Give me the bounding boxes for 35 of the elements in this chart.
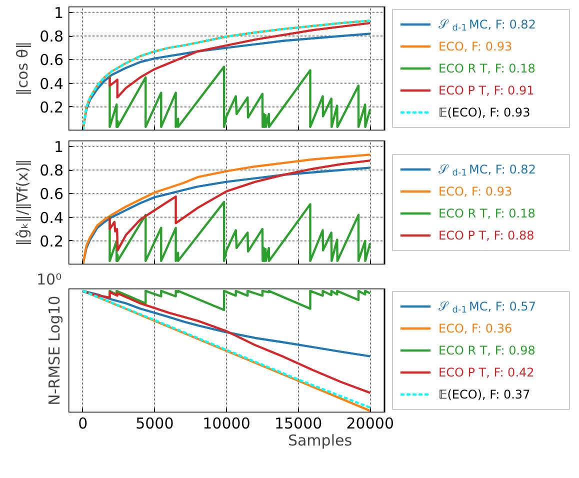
line-series [108,66,372,128]
x-tick-label: 5000 [136,414,174,432]
x-tick-label: 0 [78,414,88,432]
y-tick-label: 0.6 [40,185,64,204]
line-series [108,159,372,252]
legend-label: 𝔼(ECO), F: 0.37 [438,388,530,402]
x-axis-title: Samples [288,432,352,450]
text: ECO, F: 0.36 [438,322,512,336]
y-tick-label: 0.8 [40,28,64,46]
legend-label: ECO, F: 0.93 [438,40,512,54]
legend-label: ECO R T, F: 0.18 [438,62,536,76]
y-tick-label: 1 [54,138,64,156]
y-axis-title: N-RMSE Log10 [46,296,64,406]
text: ECO R T, F: 0.18 [438,206,536,220]
line-series [108,200,372,262]
text: 10⁰ [36,270,62,288]
text: ECO, F: 0.93 [438,184,512,198]
y-tick-label: 1 [54,4,64,22]
x-tick-label: 10000 [202,414,250,432]
y-tick-label: 0.2 [40,98,64,116]
y-axis-title: ‖cos θ‖ [14,41,32,96]
y-tick-label: 0.2 [40,232,64,250]
x-tick-label: 15000 [274,414,322,432]
y-tick-label: 0.4 [40,74,64,93]
legend-label: ECO P T, F: 0.91 [438,84,534,98]
y-tick-label: 0.4 [40,208,64,227]
x-tick-label: 20000 [346,414,394,432]
legend-label: 𝔼(ECO), F: 0.93 [438,106,530,120]
legend-label: ECO P T, F: 0.42 [438,366,534,380]
y-axis-title: ‖ĝₖ‖/‖∇f(x)‖ [14,159,32,246]
legend-label: ECO R T, F: 0.98 [438,344,536,358]
y-tick-label: 0.8 [40,162,64,180]
line-series [108,22,372,99]
legend-label: ECO P T, F: 0.88 [438,228,534,242]
y-tick-label: 0.6 [40,51,64,70]
